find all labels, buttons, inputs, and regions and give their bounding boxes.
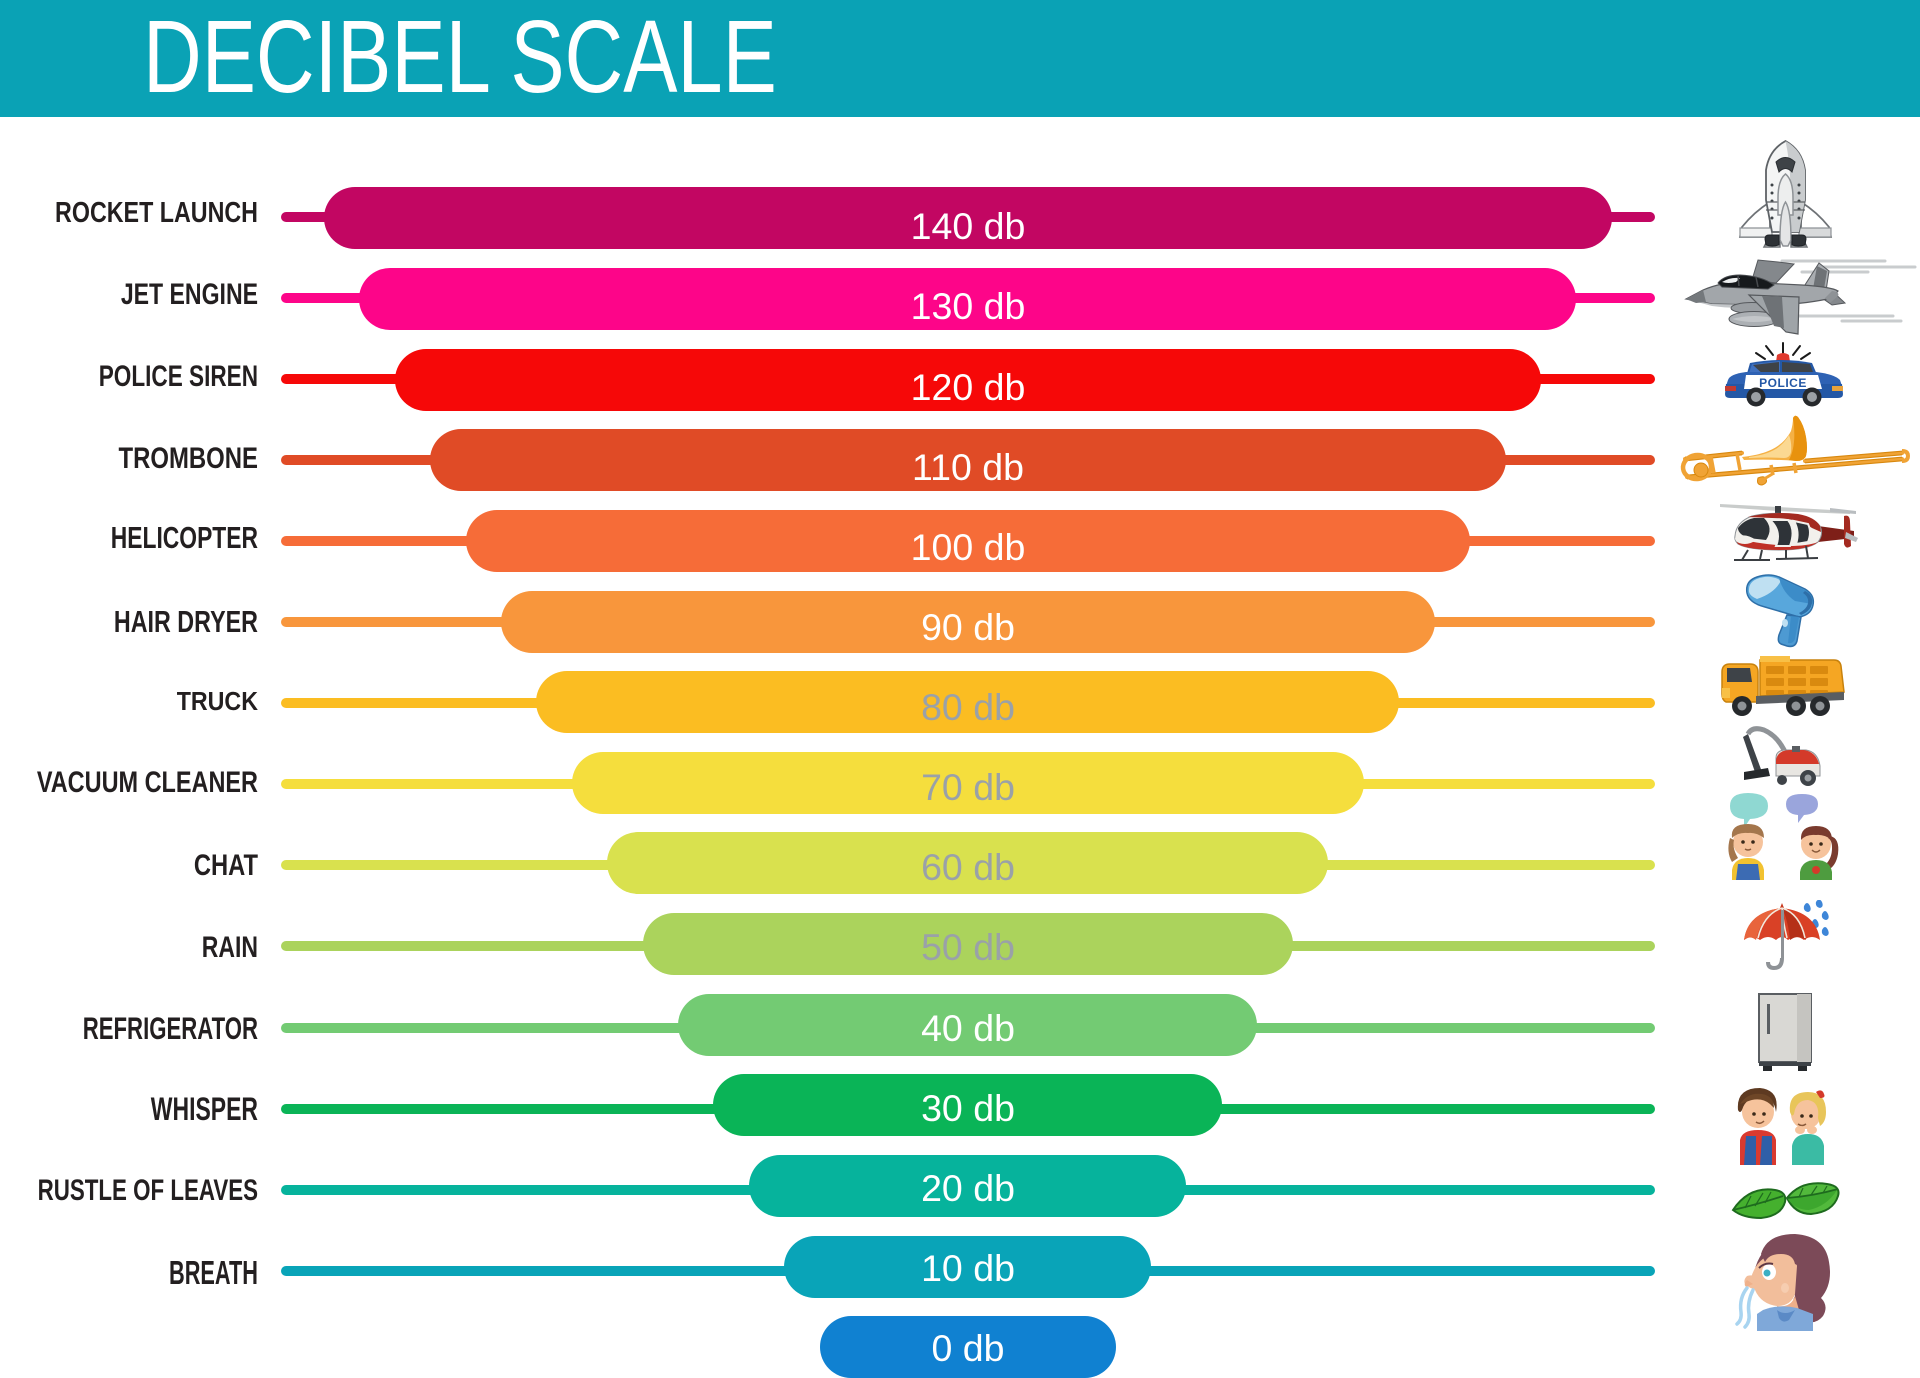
svg-text:POLICE: POLICE — [1759, 376, 1807, 390]
